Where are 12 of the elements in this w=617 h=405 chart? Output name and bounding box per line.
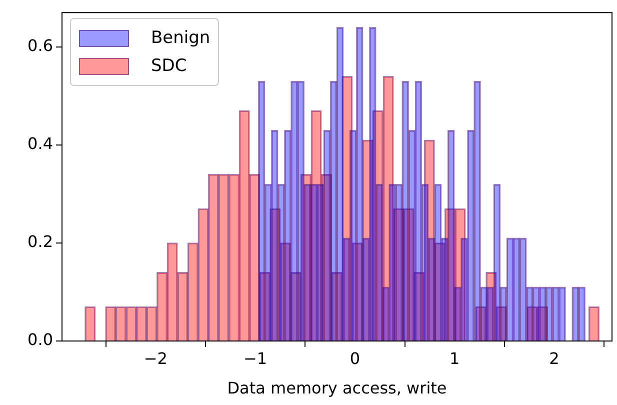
y-tick-label: 0.6	[28, 36, 53, 56]
legend-label: SDC	[151, 56, 187, 76]
x-tick-label: 0	[350, 348, 360, 368]
y-tick-label: 0.2	[28, 232, 53, 252]
x-tick-label: 2	[549, 348, 560, 368]
x-axis-title: Data memory access, write	[227, 378, 447, 398]
x-tick-label: −1	[244, 348, 268, 368]
x-tick-label: 1	[449, 348, 460, 368]
y-tick-label: 0.0	[28, 330, 53, 350]
x-tick-label: −2	[144, 348, 168, 368]
legend-label: Benign	[151, 28, 210, 48]
y-tick-label: 0.4	[28, 134, 53, 154]
